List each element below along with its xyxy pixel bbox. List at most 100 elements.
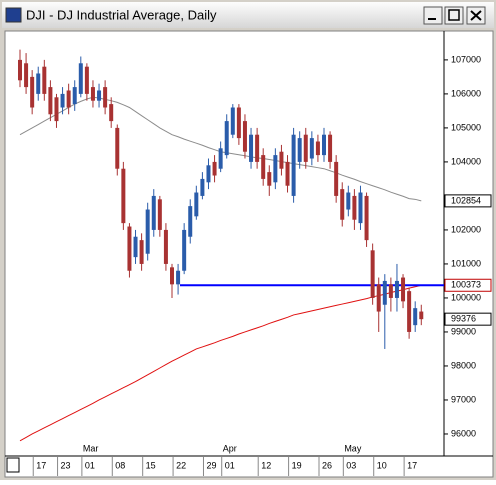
candle-body xyxy=(394,280,399,298)
candle-body xyxy=(273,155,278,183)
candle-body xyxy=(54,97,59,122)
candle-body xyxy=(78,63,83,94)
y-tick-label: 105000 xyxy=(451,122,481,132)
candle-body xyxy=(334,161,339,196)
candle-body xyxy=(230,107,235,135)
plot: 96000 97000 98000 99000 100000 101000 102000 10… xyxy=(18,49,492,476)
candle-body xyxy=(419,311,424,320)
candle-body xyxy=(18,59,22,81)
candle-body xyxy=(194,192,199,217)
month-label: Apr xyxy=(223,443,237,453)
y-tick-label: 97000 xyxy=(451,394,476,404)
candle-body xyxy=(127,226,132,271)
x-tick-label: 10 xyxy=(377,460,387,470)
y-tick-label: 106000 xyxy=(451,88,481,98)
candle-body xyxy=(48,87,53,115)
candle-body xyxy=(242,121,247,152)
candle-body xyxy=(328,134,333,162)
candle-body xyxy=(322,134,326,156)
candle-body xyxy=(352,195,357,220)
candle-body xyxy=(413,308,418,326)
y-tick-label: 99000 xyxy=(451,326,476,336)
x-tick-label: 26 xyxy=(322,460,332,470)
ma-price-label-box xyxy=(444,194,492,208)
minimize-button[interactable] xyxy=(423,6,443,25)
candle-body xyxy=(279,151,284,169)
candle-body xyxy=(255,134,260,162)
candle-body xyxy=(267,172,272,186)
x-tick-label: 22 xyxy=(176,460,186,470)
candle-body xyxy=(261,155,266,179)
candle-body xyxy=(218,148,223,169)
candle-body xyxy=(121,168,126,224)
last-price-label: 99376 xyxy=(451,314,476,324)
candle-body xyxy=(370,250,375,298)
y-tick-label: 107000 xyxy=(451,54,481,64)
candle-body xyxy=(163,229,168,264)
moving-average xyxy=(19,284,422,442)
candle-body xyxy=(109,104,114,122)
candle-body xyxy=(224,121,229,156)
x-tick-label: 29 xyxy=(206,460,216,470)
x-tick-label: 17 xyxy=(407,460,417,470)
candle-body xyxy=(285,161,290,186)
candle-body xyxy=(200,178,205,196)
level-price-label-box xyxy=(444,278,492,292)
x-tick-label: 03 xyxy=(346,460,356,470)
level-price-label: 100373 xyxy=(451,280,481,290)
candle-body xyxy=(206,165,211,183)
candle-body xyxy=(60,93,65,108)
candle-body xyxy=(182,229,187,271)
x-tick-label: 08 xyxy=(115,460,125,470)
candle-body xyxy=(151,195,156,230)
candle-body xyxy=(24,63,29,88)
x-tick-label: 12 xyxy=(261,460,271,470)
candle-body xyxy=(388,284,393,298)
candle-body xyxy=(97,90,102,101)
candle-body xyxy=(303,134,308,162)
candle-body xyxy=(401,277,406,302)
x-tick-label: 01 xyxy=(85,460,95,470)
candle-body xyxy=(249,134,254,162)
candle-body xyxy=(358,192,363,224)
candle-body xyxy=(382,280,387,305)
title-bar xyxy=(2,2,494,28)
candle-body xyxy=(115,127,120,169)
candle-body xyxy=(315,141,320,156)
y-tick-label: 102000 xyxy=(451,224,481,234)
month-label: Mar xyxy=(83,443,99,453)
window-title: DJI - DJ Industrial Average, Daily xyxy=(26,7,217,22)
candle-body xyxy=(36,73,41,94)
candle-body xyxy=(139,240,144,264)
last-price-label-box xyxy=(444,312,492,326)
candle-body xyxy=(133,236,138,258)
candle-body xyxy=(72,87,77,105)
candle-body xyxy=(84,66,89,94)
y-tick-label: 104000 xyxy=(451,156,481,166)
scroll-box[interactable] xyxy=(6,457,20,473)
candle-body xyxy=(236,107,241,139)
close-button[interactable] xyxy=(466,6,486,25)
x-tick-label: 15 xyxy=(146,460,156,470)
candle-body xyxy=(145,209,150,254)
candle-body xyxy=(297,138,302,162)
ma-price-label: 102854 xyxy=(451,195,481,205)
x-tick-label: 17 xyxy=(36,460,46,470)
maximize-button[interactable] xyxy=(444,6,464,25)
candle-body xyxy=(157,199,162,230)
candle-body xyxy=(103,87,108,108)
candle-body xyxy=(407,291,412,332)
x-tick-label: 23 xyxy=(61,460,71,470)
candle-body xyxy=(188,206,193,237)
candle-body xyxy=(340,189,345,220)
chart-area xyxy=(4,30,494,478)
candle-body xyxy=(212,161,217,176)
x-tick-label: 19 xyxy=(292,460,302,470)
candle-body xyxy=(346,192,351,210)
y-tick-label: 100000 xyxy=(451,292,481,302)
y-tick-label: 96000 xyxy=(451,428,476,438)
y-tick-label: 101000 xyxy=(451,258,481,268)
candle-body xyxy=(170,267,174,285)
app-icon xyxy=(5,7,22,23)
